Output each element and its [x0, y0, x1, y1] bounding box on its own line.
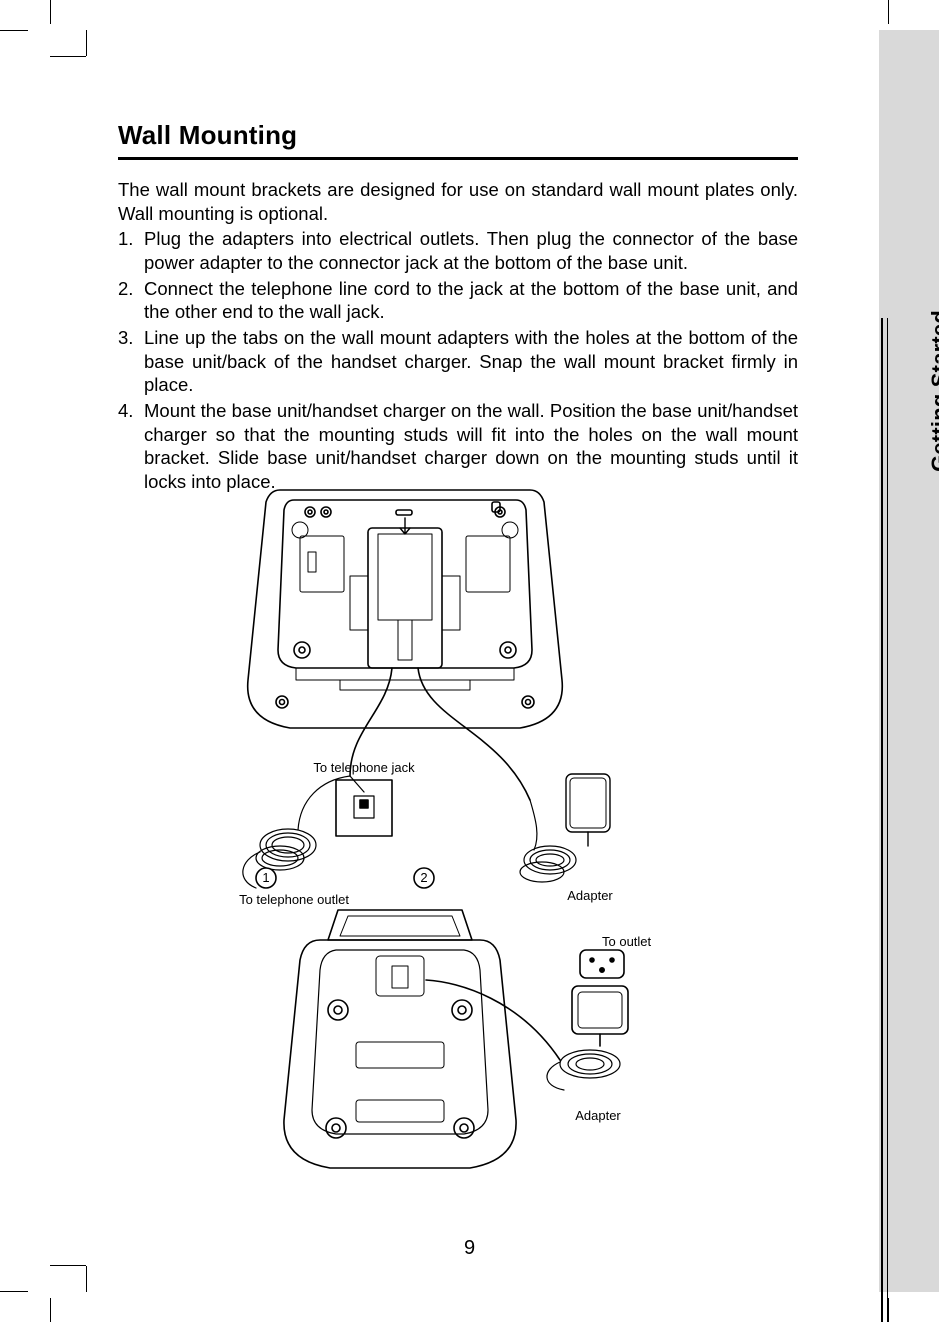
steps-list: 1. Plug the adapters into electrical outl… — [118, 227, 798, 493]
step-number: 2. — [118, 277, 133, 301]
crop-mark — [50, 1298, 51, 1322]
crop-mark — [86, 30, 87, 56]
crop-mark — [0, 1291, 28, 1292]
crop-mark — [50, 56, 86, 57]
step-text: Connect the telephone line cord to the j… — [144, 278, 798, 323]
step-item: 1. Plug the adapters into electrical outl… — [118, 227, 798, 274]
page-number: 9 — [0, 1237, 939, 1260]
wiring-diagram: To telephone jack To telephone outlet Ad… — [200, 480, 700, 1200]
tab-rule — [887, 318, 888, 1322]
tab-rule — [881, 318, 883, 1322]
page-title: Wall Mounting — [118, 120, 798, 151]
crop-mark — [86, 1266, 87, 1292]
label-to-telephone-jack: To telephone jack — [313, 760, 415, 775]
step-item: 3. Line up the tabs on the wall mount ada… — [118, 326, 798, 397]
page-content: Wall Mounting The wall mount brackets ar… — [118, 120, 798, 496]
label-adapter-top: Adapter — [567, 888, 613, 903]
step-text: Mount the base unit/handset charger on t… — [144, 400, 798, 492]
step-item: 2. Connect the telephone line cord to the… — [118, 277, 798, 324]
label-to-telephone-outlet: To telephone outlet — [239, 892, 349, 907]
callout-1: 1 — [262, 870, 269, 885]
crop-mark — [50, 1265, 86, 1266]
step-text: Plug the adapters into electrical outlet… — [144, 228, 798, 273]
crop-mark — [0, 30, 28, 31]
label-to-outlet: To outlet — [602, 934, 652, 949]
section-tab-label: Getting Started — [927, 310, 939, 472]
diagram-svg: To telephone jack To telephone outlet Ad… — [200, 480, 700, 1200]
crop-mark — [888, 0, 889, 24]
step-text: Line up the tabs on the wall mount adapt… — [144, 327, 798, 395]
manual-page: Getting Started Wall Mounting The wall m… — [0, 0, 939, 1322]
crop-mark — [888, 1298, 889, 1322]
section-tab: Getting Started — [879, 30, 939, 1292]
title-rule — [118, 157, 798, 160]
step-number: 3. — [118, 326, 133, 350]
step-number: 4. — [118, 399, 133, 423]
step-number: 1. — [118, 227, 133, 251]
label-adapter-bottom: Adapter — [575, 1108, 621, 1123]
intro-paragraph: The wall mount brackets are designed for… — [118, 178, 798, 225]
crop-mark — [50, 0, 51, 24]
callout-2: 2 — [420, 870, 427, 885]
